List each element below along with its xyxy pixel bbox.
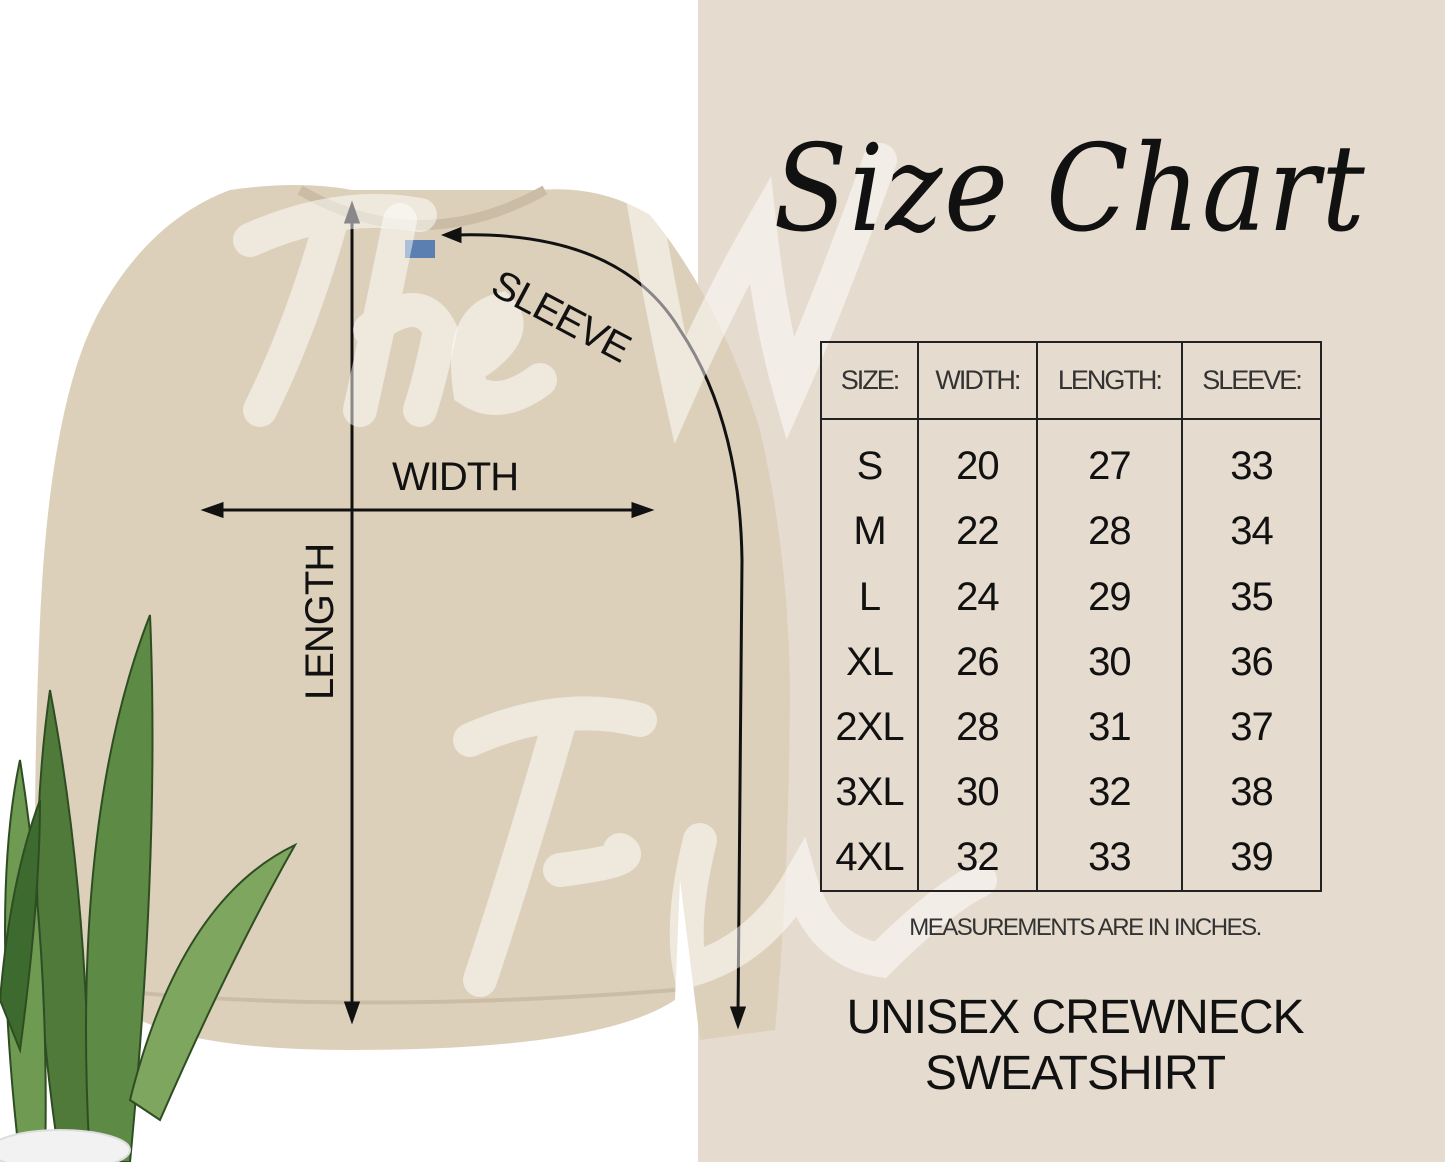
table-row: M 22 28 34 [820, 499, 1323, 565]
width-cell: 26 [916, 629, 1038, 695]
table-row: 4XL 32 33 39 [820, 824, 1323, 891]
sleeve-cell: 39 [1180, 824, 1323, 891]
sleeve-cell: 35 [1180, 564, 1323, 630]
length-cell: 31 [1035, 694, 1183, 760]
length-cell: 28 [1035, 499, 1183, 565]
table-row: L 24 29 35 [820, 564, 1323, 630]
size-cell: M [820, 499, 919, 565]
width-cell: 24 [916, 564, 1038, 630]
length-cell: 29 [1035, 564, 1183, 630]
sleeve-cell: 36 [1180, 629, 1323, 695]
header-sleeve: SLEEVE: [1180, 342, 1323, 420]
sleeve-cell: 34 [1180, 499, 1323, 565]
sleeve-cell: 33 [1180, 419, 1323, 500]
length-cell: 27 [1035, 419, 1183, 500]
table-row: 2XL 28 31 37 [820, 694, 1323, 760]
width-label: WIDTH [392, 455, 519, 499]
width-cell: 28 [916, 694, 1038, 760]
size-cell: 4XL [820, 824, 919, 891]
product-line-2: SWEATSHIRT [924, 1047, 1226, 1100]
table-row: 3XL 30 32 38 [820, 759, 1323, 825]
size-cell: S [820, 419, 919, 500]
sleeve-cell: 38 [1180, 759, 1323, 825]
size-cell: L [820, 564, 919, 630]
length-cell: 32 [1035, 759, 1183, 825]
length-cell: 30 [1035, 629, 1183, 695]
product-line-1: UNISEX CREWNECK [846, 991, 1304, 1044]
page-title: Size Chart [773, 120, 1367, 259]
plant-image [0, 614, 298, 1162]
size-cell: XL [820, 629, 919, 695]
measurement-note: MEASUREMENTS ARE IN INCHES. [909, 914, 1262, 941]
width-cell: 22 [916, 499, 1038, 565]
size-cell: 3XL [820, 759, 919, 825]
header-length: LENGTH: [1035, 342, 1183, 420]
sleeve-cell: 37 [1180, 694, 1323, 760]
header-size: SIZE: [820, 342, 919, 420]
width-cell: 30 [916, 759, 1038, 825]
table-row: XL 26 30 36 [820, 629, 1323, 695]
header-width: WIDTH: [916, 342, 1038, 420]
product-name: UNISEX CREWNECK SWEATSHIRT [790, 990, 1360, 1102]
table-row: S 20 27 33 [820, 419, 1323, 500]
size-cell: 2XL [820, 694, 919, 760]
width-cell: 32 [916, 824, 1038, 891]
table-header-row: SIZE: WIDTH: LENGTH: SLEEVE: [820, 342, 1323, 420]
width-cell: 20 [916, 419, 1038, 500]
length-cell: 33 [1035, 824, 1183, 891]
length-label: LENGTH [298, 543, 342, 700]
size-table: SIZE: WIDTH: LENGTH: SLEEVE: S 20 27 33 M 22 2… [820, 341, 1323, 892]
